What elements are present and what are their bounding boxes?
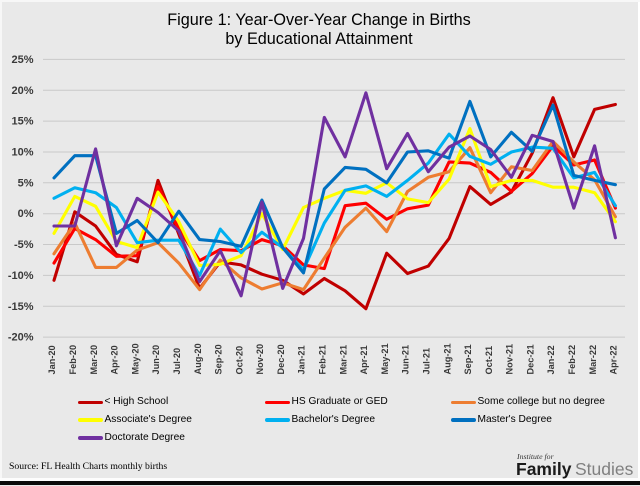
svg-text:Feb-21: Feb-21 [318, 345, 328, 375]
svg-text:Oct-20: Oct-20 [234, 346, 244, 375]
svg-text:Mar-22: Mar-22 [588, 345, 598, 375]
svg-text:Mar-20: Mar-20 [89, 345, 99, 375]
svg-text:20%: 20% [11, 85, 33, 97]
svg-text:Jun-20: Jun-20 [151, 345, 161, 375]
svg-text:Jul-20: Jul-20 [172, 348, 182, 375]
svg-text:0%: 0% [18, 208, 34, 220]
svg-text:Jan-22: Jan-22 [546, 345, 556, 374]
svg-text:Apr-22: Apr-22 [609, 345, 619, 374]
svg-text:10%: 10% [11, 147, 33, 159]
svg-text:Sep-21: Sep-21 [463, 344, 473, 374]
svg-text:Nov-21: Nov-21 [505, 344, 515, 375]
svg-text:May-20: May-20 [130, 343, 140, 374]
svg-text:Oct-21: Oct-21 [484, 346, 494, 375]
svg-text:Feb-22: Feb-22 [567, 345, 577, 375]
svg-text:Apr-21: Apr-21 [359, 345, 369, 374]
svg-text:Jul-21: Jul-21 [422, 348, 432, 375]
svg-text:Mar-21: Mar-21 [338, 345, 348, 375]
svg-text:Apr-20: Apr-20 [110, 345, 120, 374]
svg-text:Sep-20: Sep-20 [214, 344, 224, 374]
svg-text:Aug-21: Aug-21 [442, 343, 452, 374]
svg-text:15%: 15% [11, 116, 33, 128]
svg-text:25%: 25% [11, 54, 33, 66]
svg-text:Jun-21: Jun-21 [401, 345, 411, 375]
svg-text:Feb-20: Feb-20 [68, 345, 78, 375]
svg-text:-20%: -20% [8, 332, 34, 344]
svg-text:Aug-20: Aug-20 [193, 343, 203, 374]
svg-text:Dec-20: Dec-20 [276, 344, 286, 374]
svg-text:5%: 5% [18, 177, 34, 189]
svg-text:Jan-21: Jan-21 [297, 345, 307, 374]
svg-text:May-21: May-21 [380, 343, 390, 374]
svg-text:Dec-21: Dec-21 [525, 344, 535, 374]
svg-text:Nov-20: Nov-20 [255, 344, 265, 375]
svg-text:-5%: -5% [14, 239, 34, 251]
svg-text:-10%: -10% [8, 270, 34, 282]
svg-text:-15%: -15% [8, 301, 34, 313]
svg-text:Jan-20: Jan-20 [47, 345, 57, 374]
